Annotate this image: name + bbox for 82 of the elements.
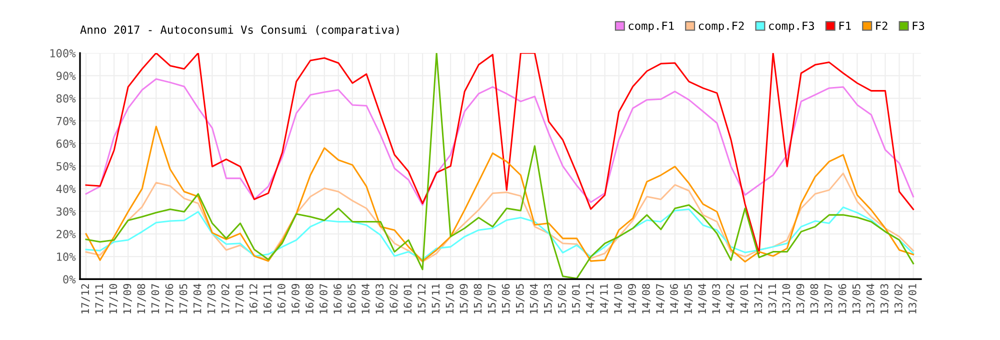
x-tick-label: 13/04 — [866, 284, 876, 314]
x-tick-label: 16/08 — [306, 284, 314, 314]
x-tick-label: 17/03 — [207, 284, 216, 314]
x-tick-label: 15/10 — [446, 284, 454, 314]
x-tick-label: 13/12 — [754, 284, 763, 314]
x-tick-label: 15/04 — [530, 284, 539, 314]
x-tick-label: 17/02 — [221, 284, 230, 314]
line-series — [85, 78, 914, 206]
x-tick-label: 16/06 — [334, 284, 342, 314]
x-tick-label: 17/04 — [193, 284, 202, 314]
x-tick-label: 14/02 — [726, 284, 735, 314]
x-tick-label: 15/11 — [432, 284, 440, 314]
y-tick-label: 10% — [57, 252, 76, 261]
y-tick-label: 0% — [63, 275, 76, 284]
line-series — [85, 172, 914, 262]
x-tick-label: 16/03 — [376, 284, 384, 314]
x-tick-label: 16/10 — [278, 284, 286, 314]
x-tick-label: 15/07 — [488, 284, 497, 314]
x-tick-label: 15/09 — [460, 284, 468, 314]
x-tick-label: 16/05 — [348, 284, 356, 314]
x-tick-label: 17/10 — [109, 284, 118, 314]
x-tick-label: 14/01 — [740, 284, 749, 314]
x-tick-label: 15/05 — [516, 284, 525, 314]
legend-label: comp.F1 — [628, 22, 674, 32]
y-tick-label: 100% — [50, 49, 76, 58]
x-tick-label: 15/12 — [418, 284, 426, 314]
x-tick-label: 17/12 — [81, 284, 90, 314]
x-tick-label: 13/02 — [894, 284, 904, 314]
x-tick-label: 14/05 — [684, 284, 693, 314]
x-tick-label: 16/01 — [404, 284, 412, 314]
y-tick-label: 80% — [56, 94, 76, 103]
x-tick-label: 16/04 — [362, 284, 370, 314]
x-tick-label: 14/07 — [656, 284, 665, 314]
y-tick-label: 60% — [56, 139, 76, 148]
x-tick-label: 15/08 — [474, 284, 482, 314]
x-tick-label: 17/09 — [123, 284, 132, 314]
x-tick-label: 15/06 — [502, 284, 511, 314]
legend-label: F1 — [839, 22, 851, 30]
legend-label: F3 — [912, 22, 924, 30]
x-tick-label: 16/11 — [263, 284, 272, 314]
legend-label: comp.F2 — [698, 22, 744, 32]
legend-label: F2 — [876, 22, 888, 30]
x-tick-label: 13/06 — [838, 284, 848, 314]
x-tick-label: 16/12 — [249, 284, 258, 314]
x-tick-label: 17/07 — [151, 284, 160, 314]
x-tick-label: 17/08 — [137, 284, 146, 314]
x-tick-label: 13/08 — [810, 284, 820, 314]
x-tick-label: 15/01 — [572, 284, 581, 314]
y-tick-label: 30% — [56, 207, 76, 216]
x-tick-label: 16/02 — [390, 284, 398, 314]
x-tick-label: 13/03 — [880, 284, 890, 314]
x-tick-label: 17/05 — [179, 284, 188, 314]
x-tick-label: 16/07 — [320, 284, 328, 314]
y-tick-label: 70% — [56, 116, 76, 126]
x-tick-label: 13/05 — [852, 284, 862, 314]
x-tick-label: 15/02 — [558, 284, 567, 314]
x-tick-label: 13/10 — [782, 284, 791, 314]
x-tick-label: 16/09 — [292, 284, 300, 314]
chart-title: Anno 2017 - Autoconsumi Vs Consumi (comparativa) — [80, 25, 399, 36]
x-tick-label: 14/10 — [614, 284, 623, 314]
x-tick-label: 13/07 — [824, 284, 834, 314]
y-tick-label: 40% — [56, 184, 76, 194]
x-tick-label: 14/03 — [712, 284, 721, 314]
x-tick-label: 14/09 — [628, 284, 637, 314]
x-tick-label: 14/04 — [698, 284, 707, 314]
y-tick-label: 50% — [56, 162, 76, 170]
x-tick-label: 14/06 — [670, 284, 679, 314]
y-tick-label: 20% — [56, 230, 76, 238]
line-series — [85, 126, 914, 262]
x-tick-label: 17/06 — [165, 284, 174, 314]
x-tick-label: 13/09 — [796, 284, 805, 314]
x-tick-label: 14/12 — [586, 284, 595, 314]
x-tick-label: 13/01 — [908, 284, 918, 314]
x-tick-label: 17/11 — [95, 284, 104, 314]
x-tick-label: 14/08 — [642, 284, 651, 314]
x-tick-label: 14/11 — [600, 284, 609, 314]
x-tick-label: 17/01 — [235, 284, 244, 314]
x-tick-label: 13/11 — [768, 284, 777, 314]
legend-label: comp.F3 — [769, 22, 814, 32]
line-series — [85, 206, 914, 260]
x-tick-label: 15/03 — [544, 284, 553, 314]
y-tick-label: 90% — [56, 72, 76, 80]
